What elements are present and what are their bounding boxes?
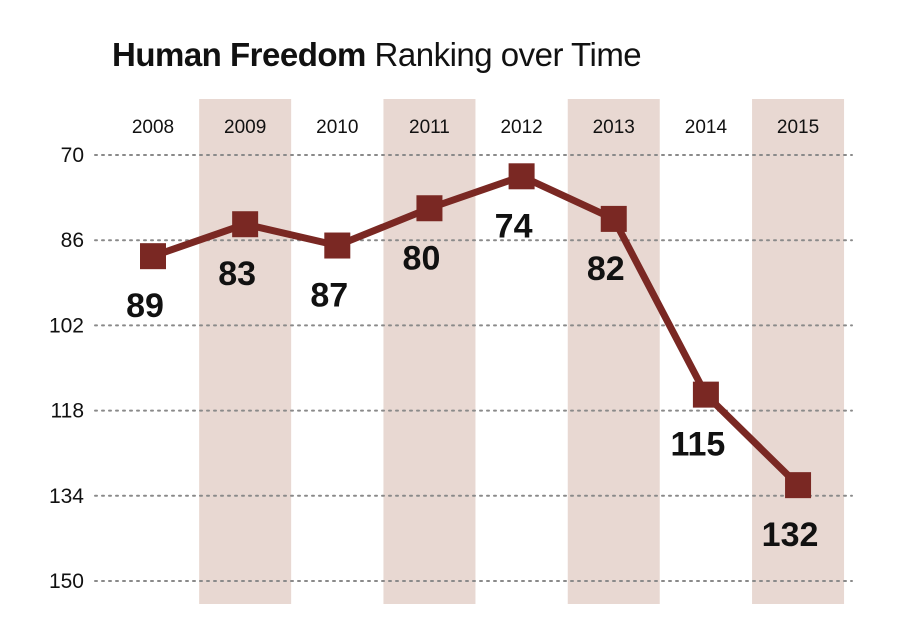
band-2011 bbox=[383, 99, 476, 604]
series-line bbox=[149, 172, 802, 489]
marker-2012 bbox=[508, 163, 535, 190]
y-tick-label-70: 70 bbox=[61, 144, 84, 167]
band-2013 bbox=[567, 99, 660, 604]
x-tick-label-2011: 2011 bbox=[409, 117, 450, 138]
chart-title-bold: Human Freedom bbox=[112, 36, 366, 73]
chart-title: Human Freedom Ranking over Time bbox=[112, 36, 642, 74]
y-tick-label-102: 102 bbox=[49, 314, 84, 337]
band-2009 bbox=[199, 99, 292, 604]
y-tick-label-150: 150 bbox=[49, 570, 84, 593]
data-label-2012: 74 bbox=[495, 207, 533, 245]
data-label-2014: 115 bbox=[670, 426, 725, 464]
marker-2008 bbox=[140, 243, 166, 270]
data-label-2015: 132 bbox=[762, 516, 819, 554]
y-axis: 70 86 102 118 134 150 bbox=[49, 144, 84, 593]
marker-2010 bbox=[324, 232, 351, 259]
data-label-2010: 87 bbox=[310, 277, 348, 315]
shaded-year-bands bbox=[199, 99, 845, 604]
x-tick-label-2008: 2008 bbox=[132, 117, 174, 138]
y-tick-label-86: 86 bbox=[61, 229, 84, 252]
marker-2009 bbox=[232, 211, 259, 238]
y-tick-label-134: 134 bbox=[49, 485, 84, 508]
marker-2014 bbox=[692, 381, 719, 408]
x-tick-label-2015: 2015 bbox=[777, 117, 819, 138]
x-tick-label-2010: 2010 bbox=[316, 117, 358, 138]
chart-title-rest: Ranking over Time bbox=[374, 36, 642, 73]
data-label-2011: 80 bbox=[403, 239, 441, 277]
y-tick-label-118: 118 bbox=[51, 400, 84, 423]
x-tick-label-2009: 2009 bbox=[224, 117, 266, 138]
marker-2015 bbox=[785, 472, 812, 499]
marker-2013 bbox=[600, 205, 627, 232]
x-tick-label-2013: 2013 bbox=[593, 117, 635, 138]
marker-2011 bbox=[416, 195, 443, 222]
x-axis: 2008 2009 2010 2011 2012 2013 2014 2015 bbox=[132, 117, 819, 138]
data-labels: 89 83 87 80 74 82 115 132 bbox=[126, 207, 818, 554]
data-label-2013: 82 bbox=[587, 250, 625, 288]
band-2015 bbox=[752, 99, 845, 604]
ranking-series bbox=[140, 163, 812, 499]
x-tick-label-2014: 2014 bbox=[685, 117, 728, 138]
data-label-2009: 83 bbox=[218, 255, 256, 293]
data-label-2008: 89 bbox=[126, 287, 164, 325]
x-tick-label-2012: 2012 bbox=[500, 117, 542, 138]
